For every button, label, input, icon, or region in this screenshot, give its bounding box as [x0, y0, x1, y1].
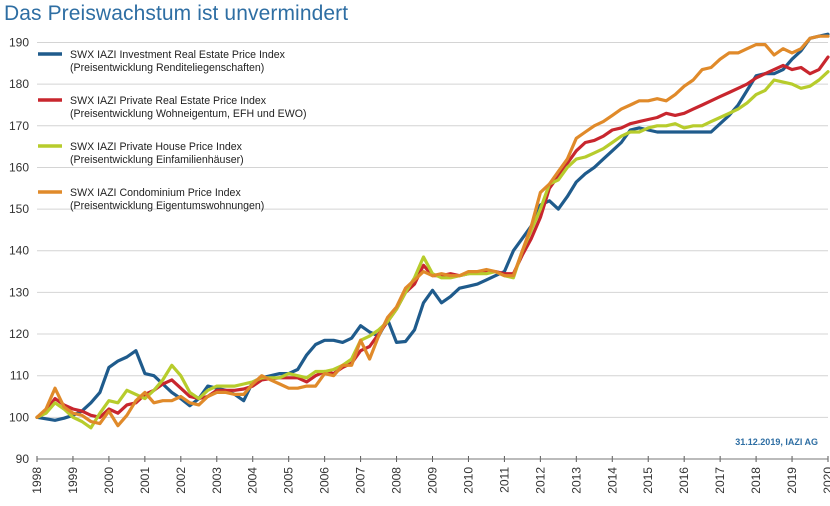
y-tick-label: 190 [9, 35, 29, 49]
x-tick-label: 2015 [641, 467, 655, 494]
x-tick-label: 2018 [749, 467, 763, 494]
legend-sublabel-investment: (Preisentwicklung Renditeliegenschaften) [70, 62, 264, 74]
x-tick-label: 2010 [461, 467, 475, 494]
y-tick-label: 130 [9, 285, 29, 299]
x-tick-label: 2007 [354, 467, 368, 494]
y-tick-label: 110 [10, 369, 29, 383]
y-tick-label: 150 [9, 202, 29, 216]
x-tick-label: 2019 [785, 467, 799, 494]
y-tick-label: 180 [9, 77, 29, 91]
x-tick-label: 2003 [210, 467, 224, 494]
x-tick-label: 2011 [497, 467, 511, 493]
x-tick-label: 2006 [318, 467, 332, 494]
x-tick-label: 2016 [677, 467, 691, 494]
y-tick-label: 170 [9, 119, 29, 133]
y-tick-label: 100 [9, 410, 29, 424]
x-tick-label: 2012 [533, 467, 547, 494]
y-tick-label: 90 [16, 452, 30, 466]
x-tick-label: 2017 [713, 467, 727, 494]
legend: SWX IAZI Investment Real Estate Price In… [38, 49, 307, 212]
series-lines [35, 32, 830, 430]
series-line-condo [35, 34, 830, 428]
x-tick-label: 1999 [66, 467, 80, 494]
legend-label-investment: SWX IAZI Investment Real Estate Price In… [70, 49, 286, 61]
series-line-house [35, 70, 830, 430]
y-tick-label: 120 [9, 327, 29, 341]
x-axis-ticks: 1998 1999 2000 2001 2002 2003 2004 2005 2006 2007… [30, 456, 830, 494]
x-tick-label: 2000 [102, 467, 116, 494]
x-tick-label: 2008 [390, 467, 404, 494]
x-tick-label: 2004 [246, 467, 260, 494]
x-tick-label: 2013 [569, 467, 583, 494]
y-tick-label: 140 [9, 244, 29, 258]
legend-label-condo: SWX IAZI Condominium Price Index [70, 187, 241, 199]
legend-sublabel-private: (Preisentwicklung Wohneigentum, EFH und … [70, 108, 307, 120]
x-tick-label: 2005 [282, 467, 296, 494]
x-tick-label: 2001 [138, 467, 152, 494]
x-tick-label: 2002 [174, 467, 188, 494]
y-axis-ticks: 90 100 110 120 130 140 150 160 170 180 190 [9, 35, 29, 466]
legend-label-house: SWX IAZI Private House Price Index [70, 141, 243, 153]
legend-sublabel-house: (Preisentwicklung Einfamilienhäuser) [70, 154, 244, 166]
x-tick-label: 2020 [821, 467, 830, 494]
x-tick-label: 2009 [426, 467, 440, 494]
source-note: 31.12.2019, IAZI AG [735, 437, 818, 447]
y-tick-label: 160 [9, 160, 29, 174]
page-title: Das Preiswachstum ist unvermindert [4, 2, 349, 25]
series-line-investment [35, 32, 830, 422]
x-tick-label: 1998 [30, 467, 44, 494]
legend-label-private: SWX IAZI Private Real Estate Price Index [70, 95, 267, 107]
legend-sublabel-condo: (Preisentwicklung Eigentumswohnungen) [70, 200, 264, 212]
x-tick-label: 2014 [605, 467, 619, 494]
